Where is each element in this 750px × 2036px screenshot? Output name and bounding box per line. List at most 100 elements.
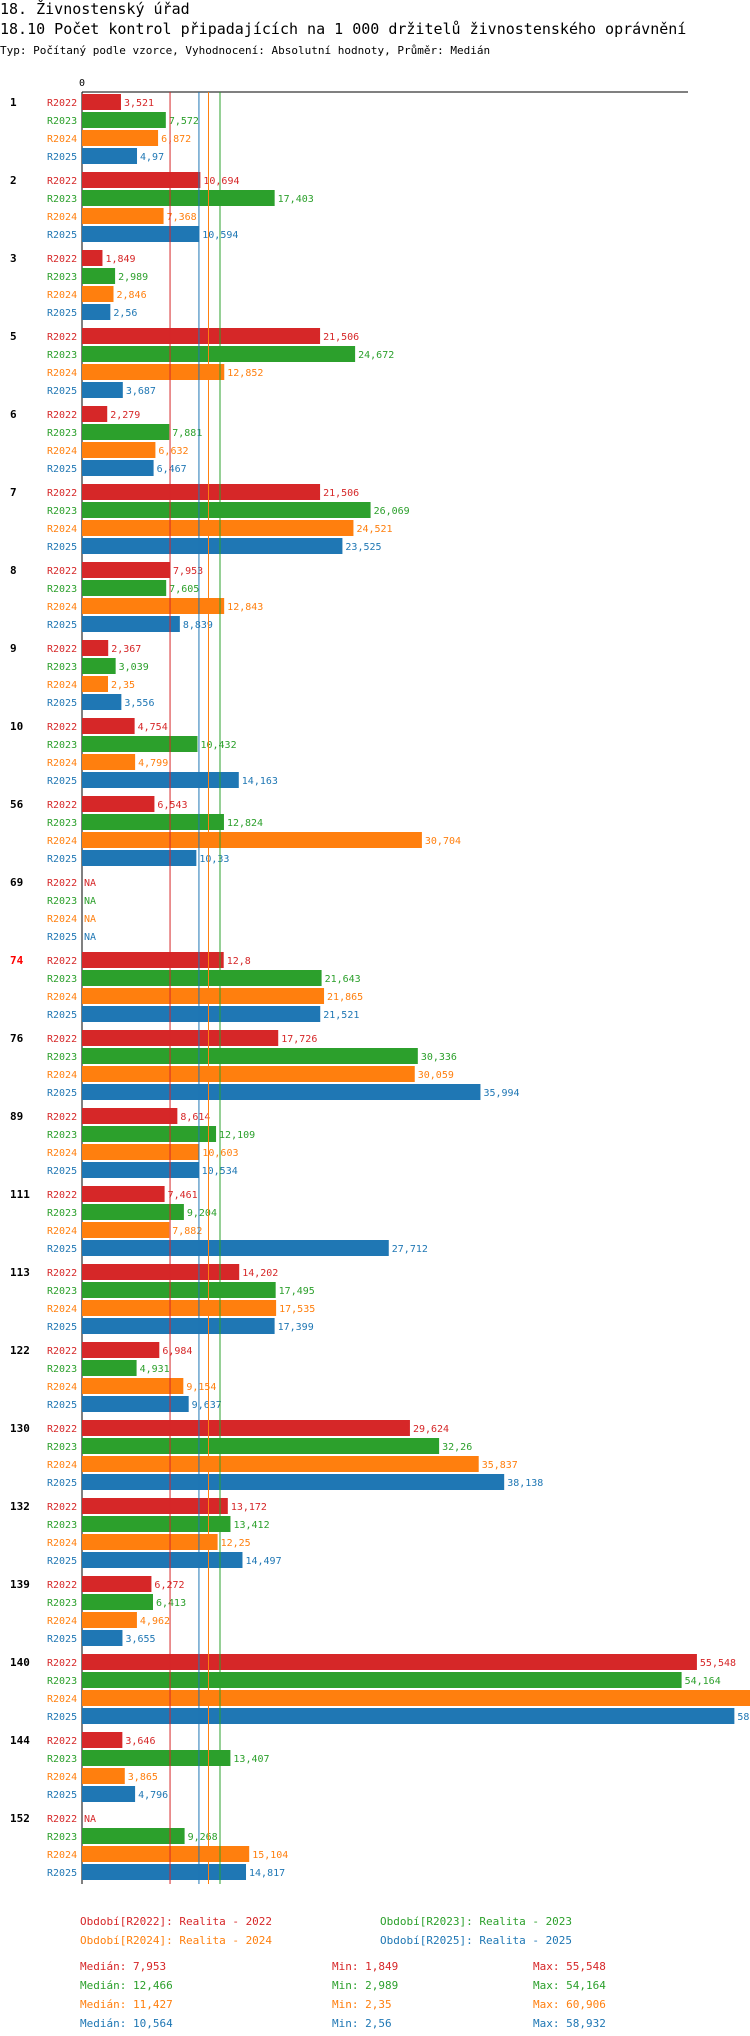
data-label: 24,521 xyxy=(356,524,392,535)
data-label: 1,849 xyxy=(105,254,135,265)
bar xyxy=(82,442,156,458)
series-row-label: R2023 xyxy=(47,1676,77,1687)
series-row-label: R2022 xyxy=(47,254,77,265)
bar xyxy=(82,1516,231,1532)
bar xyxy=(82,250,103,266)
data-label: 7,572 xyxy=(169,116,199,127)
series-row-label: R2023 xyxy=(47,194,77,205)
series-row-label: R2023 xyxy=(47,1442,77,1453)
group-label: 111 xyxy=(10,1188,30,1201)
bar xyxy=(82,988,325,1004)
median-r2024: Medián: 11,427 xyxy=(80,1998,173,2011)
series-row-label: R2024 xyxy=(47,1226,77,1237)
series-row-label: R2022 xyxy=(47,1190,77,1201)
series-row-label: R2024 xyxy=(47,134,77,145)
bar xyxy=(82,952,224,968)
data-label: 38,138 xyxy=(507,1478,543,1489)
max-r2022: Max: 55,548 xyxy=(533,1960,606,1973)
series-row-label: R2024 xyxy=(47,1148,77,1159)
data-label: 12,852 xyxy=(227,368,263,379)
series-row-label: R2023 xyxy=(47,1364,77,1375)
series-row-label: R2022 xyxy=(47,488,77,499)
data-label: 12,843 xyxy=(227,602,263,613)
bar xyxy=(82,694,122,710)
series-row-label: R2025 xyxy=(47,1868,77,1879)
bar xyxy=(82,130,159,146)
series-row-label: R2022 xyxy=(47,1034,77,1045)
series-row-label: R2022 xyxy=(47,1268,77,1279)
bar xyxy=(82,1828,185,1844)
bar xyxy=(82,304,111,320)
median-r2023: Medián: 12,466 xyxy=(80,1979,173,1992)
series-row-label: R2023 xyxy=(47,1130,77,1141)
bar xyxy=(82,736,198,752)
series-row-label: R2024 xyxy=(47,1070,77,1081)
data-label: 58,932 xyxy=(737,1712,750,1723)
data-label: 21,506 xyxy=(323,332,359,343)
bar xyxy=(82,148,138,164)
bar xyxy=(82,1300,277,1316)
bar xyxy=(82,658,116,674)
max-r2023: Max: 54,164 xyxy=(533,1979,606,1992)
series-row-label: R2024 xyxy=(47,914,77,925)
legend-item-r2023: Období[R2023]: Realita - 2023 xyxy=(380,1915,573,1928)
series-row-label: R2025 xyxy=(47,386,77,397)
data-label: 7,461 xyxy=(168,1190,198,1201)
bar xyxy=(82,1282,276,1298)
bar xyxy=(82,328,321,344)
series-row-label: R2022 xyxy=(47,722,77,733)
data-label: NA xyxy=(84,932,96,943)
bar xyxy=(82,1342,160,1358)
bar xyxy=(82,1240,389,1256)
data-label: 8,614 xyxy=(180,1112,210,1123)
min-r2025: Min: 2,56 xyxy=(332,2017,392,2030)
group-label: 139 xyxy=(10,1578,30,1591)
series-row-label: R2024 xyxy=(47,1382,77,1393)
data-label: 32,26 xyxy=(442,1442,472,1453)
bar xyxy=(82,1318,275,1334)
axis-zero-label: 0 xyxy=(79,78,85,89)
bar xyxy=(82,580,167,596)
data-label: 30,336 xyxy=(421,1052,457,1063)
data-label: 3,865 xyxy=(128,1772,158,1783)
series-row-label: R2022 xyxy=(47,1112,77,1123)
series-row-label: R2025 xyxy=(47,1634,77,1645)
bar xyxy=(82,1846,250,1862)
bar xyxy=(82,640,109,656)
data-label: 4,799 xyxy=(138,758,168,769)
data-label: 9,204 xyxy=(187,1208,217,1219)
data-label: 4,796 xyxy=(138,1790,168,1801)
data-label: 13,407 xyxy=(233,1754,269,1765)
data-label: NA xyxy=(84,896,96,907)
data-label: 7,605 xyxy=(169,584,199,595)
bar xyxy=(82,562,171,578)
series-row-label: R2025 xyxy=(47,854,77,865)
data-label: 14,817 xyxy=(249,1868,285,1879)
bar xyxy=(82,1264,240,1280)
bar xyxy=(82,1732,123,1748)
data-label: 29,624 xyxy=(413,1424,449,1435)
data-label: 14,163 xyxy=(242,776,278,787)
series-row-label: R2023 xyxy=(47,350,77,361)
series-row-label: R2023 xyxy=(47,272,77,283)
bar xyxy=(82,538,343,554)
data-label: 12,25 xyxy=(221,1538,251,1549)
data-label: NA xyxy=(84,914,96,925)
data-label: 4,962 xyxy=(140,1616,170,1627)
series-row-label: R2025 xyxy=(47,698,77,709)
data-label: 2,279 xyxy=(110,410,140,421)
min-r2022: Min: 1,849 xyxy=(332,1960,399,1973)
bar xyxy=(82,112,166,128)
group-label: 152 xyxy=(10,1812,30,1825)
data-label: 35,994 xyxy=(483,1088,519,1099)
series-row-label: R2023 xyxy=(47,974,77,985)
data-label: 6,413 xyxy=(156,1598,186,1609)
group-label: 5 xyxy=(10,330,17,343)
data-label: 6,632 xyxy=(158,446,188,457)
data-label: 24,672 xyxy=(358,350,394,361)
series-row-label: R2022 xyxy=(47,800,77,811)
data-label: 9,268 xyxy=(188,1832,218,1843)
data-label: 6,467 xyxy=(157,464,187,475)
series-row-label: R2025 xyxy=(47,464,77,475)
bar xyxy=(82,502,371,518)
